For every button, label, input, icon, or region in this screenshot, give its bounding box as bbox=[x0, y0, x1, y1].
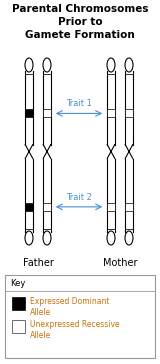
Bar bbox=[25, 110, 33, 118]
Text: Expressed Dominant
Allele: Expressed Dominant Allele bbox=[30, 297, 109, 317]
Ellipse shape bbox=[25, 58, 33, 72]
Bar bbox=[12, 320, 25, 333]
Text: Mother: Mother bbox=[103, 258, 137, 268]
Ellipse shape bbox=[125, 58, 133, 72]
Text: Key: Key bbox=[10, 279, 25, 288]
FancyBboxPatch shape bbox=[5, 275, 155, 358]
Text: Unexpressed Recessive
Allele: Unexpressed Recessive Allele bbox=[30, 320, 120, 340]
Bar bbox=[125, 110, 133, 118]
Ellipse shape bbox=[43, 231, 51, 245]
Ellipse shape bbox=[107, 58, 115, 72]
Bar bbox=[107, 110, 115, 118]
Text: Father: Father bbox=[23, 258, 53, 268]
Ellipse shape bbox=[43, 58, 51, 72]
Bar bbox=[43, 110, 51, 118]
Ellipse shape bbox=[107, 231, 115, 245]
Ellipse shape bbox=[125, 231, 133, 245]
Bar bbox=[107, 203, 115, 211]
Ellipse shape bbox=[25, 231, 33, 245]
Text: Parental Chromosomes
Prior to
Gamete Formation: Parental Chromosomes Prior to Gamete For… bbox=[12, 4, 148, 40]
Bar bbox=[12, 297, 25, 310]
Bar bbox=[43, 203, 51, 211]
Bar bbox=[25, 203, 33, 211]
Bar bbox=[125, 203, 133, 211]
Text: Trait 1: Trait 1 bbox=[66, 99, 92, 108]
Text: Trait 2: Trait 2 bbox=[66, 193, 92, 202]
